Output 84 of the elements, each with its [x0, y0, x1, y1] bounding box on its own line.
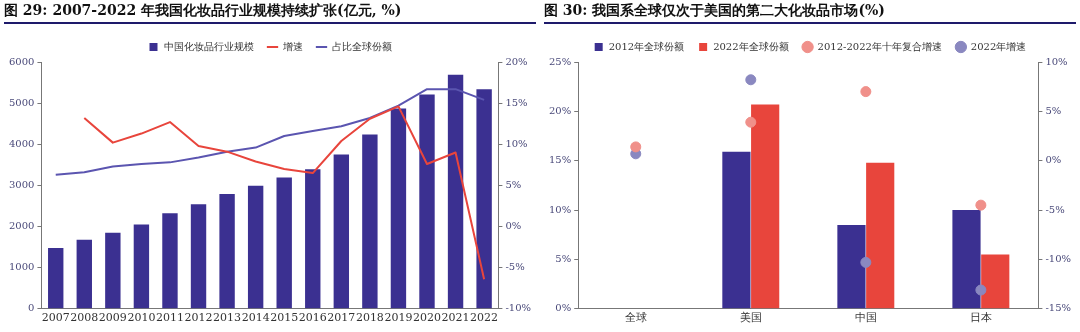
point	[860, 256, 872, 268]
x-tick-label: 2018	[355, 311, 384, 325]
x-tick-label: 全球	[624, 311, 647, 325]
bar	[247, 185, 264, 309]
y2-tick-label: -15%	[1045, 302, 1071, 314]
x-tick-label: 2014	[241, 311, 270, 325]
y2-tick-label: 0%	[1045, 154, 1062, 166]
y-tick-label: 0	[28, 302, 35, 314]
y2-tick-label: -5%	[1045, 203, 1065, 215]
bar	[333, 154, 350, 309]
bar	[866, 162, 895, 309]
legend-label: 2022年增速	[970, 40, 1027, 52]
bar	[133, 224, 150, 309]
legend-label: 增速	[281, 40, 303, 52]
x-tick-label: 2021	[441, 311, 470, 325]
bar	[390, 108, 407, 309]
bar	[952, 210, 981, 309]
x-tick-label: 2011	[155, 311, 184, 325]
point	[630, 141, 642, 153]
bar	[305, 169, 321, 309]
bar	[981, 254, 1010, 309]
y2-tick-label: -5%	[505, 261, 525, 273]
y2-tick-label: -10%	[505, 302, 531, 314]
legend-label: 占比全球份额	[331, 40, 392, 52]
y-tick-label: 2000	[9, 220, 35, 232]
legend-label: 中国化妆品行业规模	[163, 40, 254, 52]
y2-tick-label: -10%	[1045, 253, 1071, 265]
x-tick-label: 中国	[854, 311, 877, 325]
x-tick-label: 2013	[213, 311, 242, 325]
x-tick-label: 2022	[470, 311, 499, 325]
y2-tick-label: 5%	[505, 178, 522, 190]
chart-title: 图 30: 我国系全球仅次于美国的第二大化妆品市场(%)	[544, 0, 1076, 24]
x-tick-label: 2020	[413, 311, 441, 325]
bar	[837, 224, 866, 309]
point	[745, 116, 757, 128]
legend-label: 2022年全球份额	[713, 40, 789, 52]
y-tick-label: 5000	[9, 96, 35, 108]
bar	[48, 247, 64, 309]
x-tick-label: 2007	[41, 311, 70, 325]
x-tick-label: 日本	[969, 311, 992, 325]
point	[860, 86, 872, 98]
x-tick-label: 2010	[127, 311, 156, 325]
y-tick-label: 5%	[555, 253, 572, 265]
x-tick-label: 2015	[270, 311, 299, 325]
x-tick-label: 2017	[327, 311, 356, 325]
x-tick-label: 2009	[98, 311, 127, 325]
point	[975, 199, 987, 211]
bar	[751, 104, 780, 309]
x-tick-label: 2016	[298, 311, 327, 325]
y2-tick-label: 0%	[505, 220, 522, 232]
y-tick-label: 0%	[555, 302, 572, 314]
point	[745, 74, 757, 86]
bar	[219, 194, 235, 309]
point	[975, 284, 987, 296]
bar	[476, 89, 492, 309]
y-tick-label: 10%	[548, 203, 572, 215]
y2-tick-label: 15%	[505, 96, 528, 108]
x-tick-label: 2008	[70, 311, 99, 325]
bar	[276, 177, 292, 309]
y-tick-label: 25%	[548, 55, 572, 67]
y2-tick-label: 10%	[505, 137, 528, 149]
bar	[190, 204, 207, 309]
x-tick-label: 美国	[739, 311, 762, 325]
bar	[362, 134, 378, 309]
y-tick-label: 3000	[9, 178, 35, 190]
bar	[722, 151, 751, 309]
legend-label: 2012-2022年十年复合增速	[817, 40, 942, 52]
y2-tick-label: 20%	[505, 55, 528, 67]
y2-tick-label: 5%	[1045, 104, 1062, 116]
bar	[419, 94, 435, 309]
bar	[162, 213, 178, 309]
bar	[76, 239, 92, 309]
y2-tick-label: 10%	[1045, 55, 1068, 67]
y-tick-label: 15%	[548, 154, 572, 166]
y-tick-label: 4000	[9, 137, 35, 149]
bar	[105, 232, 121, 309]
y-tick-label: 6000	[9, 55, 35, 67]
y-tick-label: 1000	[9, 261, 35, 273]
x-tick-label: 2019	[384, 311, 413, 325]
x-tick-label: 2012	[184, 311, 213, 325]
chart-title: 图 29: 2007-2022 年我国化妆品行业规模持续扩张(亿元, %)	[4, 0, 536, 24]
bar	[447, 74, 464, 309]
y-tick-label: 20%	[548, 104, 572, 116]
legend-label: 2012年全球份额	[608, 40, 685, 52]
